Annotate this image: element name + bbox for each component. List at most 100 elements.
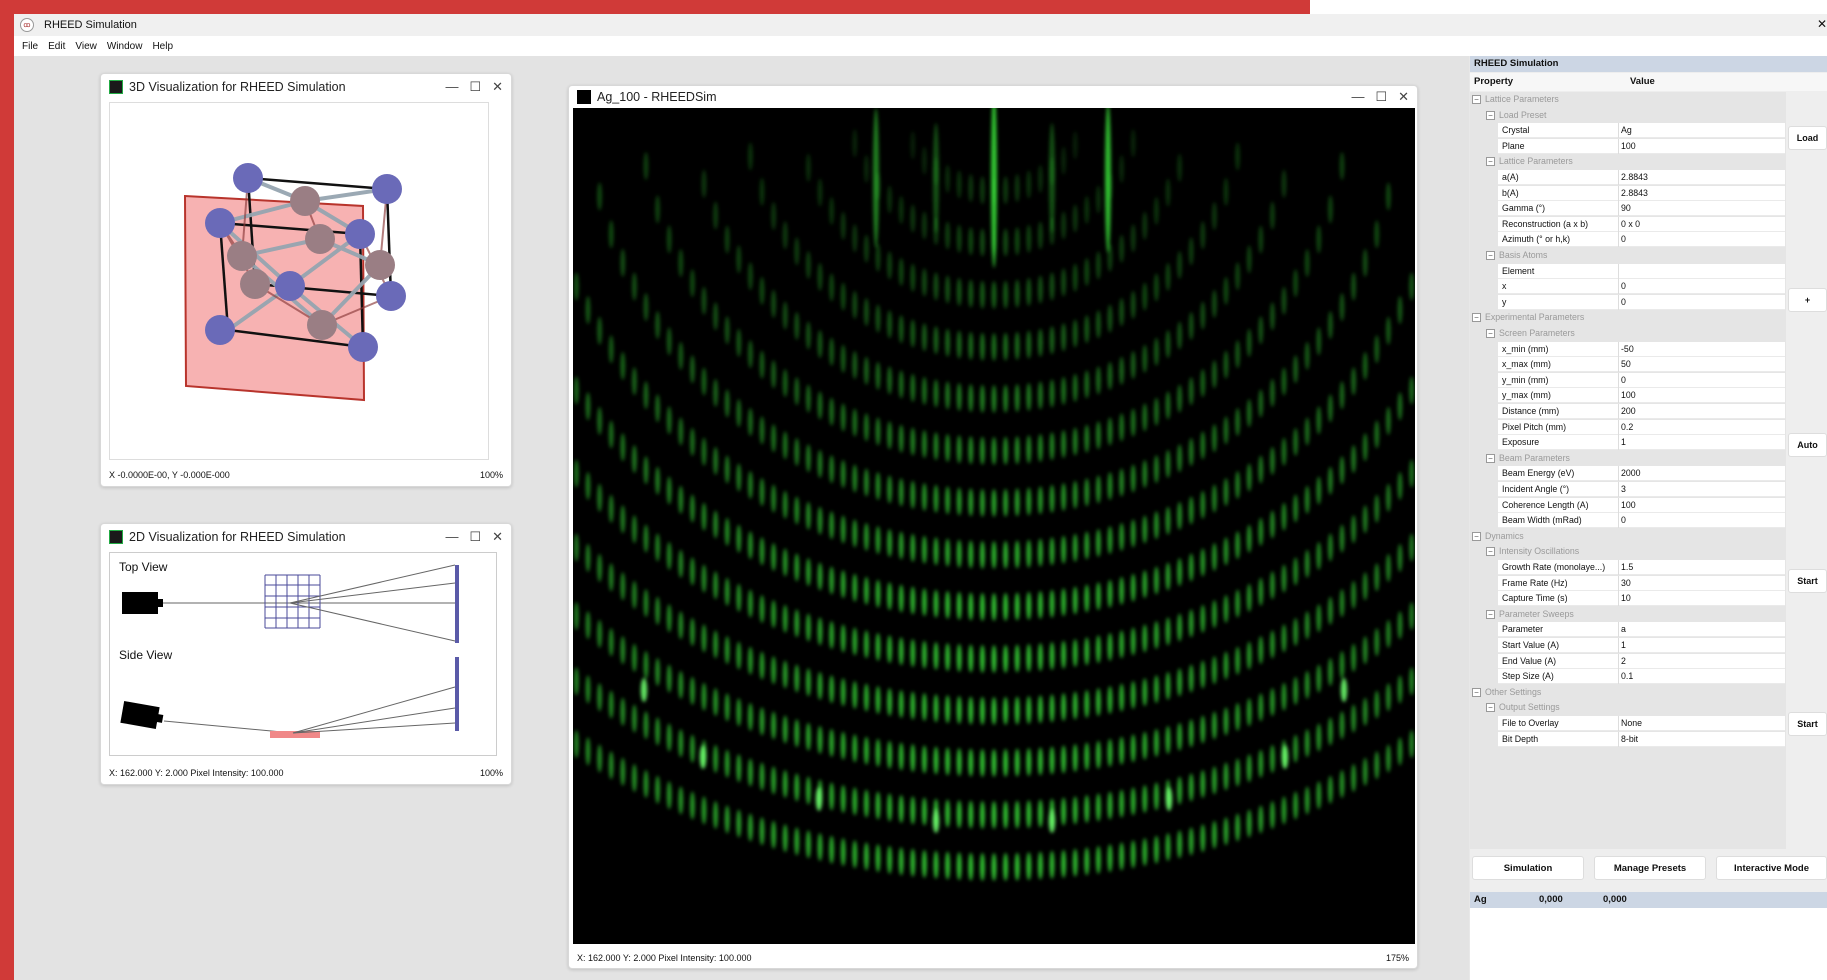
- minimize-icon[interactable]: —: [1351, 89, 1365, 104]
- category-header[interactable]: − Dynamics: [1470, 529, 1786, 544]
- property-value[interactable]: 0 x 0: [1621, 219, 1641, 229]
- property-row[interactable]: Step Size (A) 0.1: [1498, 669, 1785, 684]
- start-oscillations-button[interactable]: Start: [1788, 569, 1827, 593]
- subcategory-header[interactable]: − Basis Atoms: [1470, 248, 1786, 263]
- crystal-3d-view[interactable]: [109, 102, 489, 460]
- property-row[interactable]: Element: [1498, 264, 1785, 279]
- menu-help[interactable]: Help: [152, 40, 174, 52]
- rheed-pattern-canvas[interactable]: [573, 108, 1415, 944]
- property-value[interactable]: 30: [1621, 578, 1631, 588]
- collapse-icon[interactable]: −: [1486, 111, 1495, 120]
- property-row[interactable]: Capture Time (s) 10: [1498, 591, 1785, 606]
- close-icon[interactable]: ✕: [492, 529, 503, 544]
- property-row[interactable]: Crystal Ag: [1498, 123, 1785, 138]
- collapse-icon[interactable]: −: [1472, 95, 1481, 104]
- property-row[interactable]: y_max (mm) 100: [1498, 388, 1785, 403]
- maximize-icon[interactable]: ☐: [469, 529, 482, 544]
- property-row[interactable]: Gamma (°) 90: [1498, 201, 1785, 216]
- property-value[interactable]: 0: [1621, 515, 1626, 525]
- subcategory-header[interactable]: − Load Preset: [1470, 108, 1786, 123]
- menu-edit[interactable]: Edit: [48, 40, 66, 52]
- property-value[interactable]: 2000: [1621, 468, 1641, 478]
- tab-manage-presets[interactable]: Manage Presets: [1594, 856, 1706, 880]
- window-3d-titlebar[interactable]: 3D Visualization for RHEED Simulation — …: [101, 74, 511, 100]
- property-value[interactable]: Ag: [1621, 125, 1632, 135]
- property-row[interactable]: File to Overlay None: [1498, 716, 1785, 731]
- property-row[interactable]: Azimuth (° or h,k) 0: [1498, 232, 1785, 247]
- subcategory-header[interactable]: − Screen Parameters: [1470, 326, 1786, 341]
- collapse-icon[interactable]: −: [1472, 688, 1481, 697]
- property-value[interactable]: 0.1: [1621, 671, 1634, 681]
- property-value[interactable]: a: [1621, 624, 1626, 634]
- property-value[interactable]: 0: [1621, 281, 1626, 291]
- collapse-icon[interactable]: −: [1486, 610, 1495, 619]
- property-value[interactable]: 100: [1621, 141, 1636, 151]
- property-value[interactable]: 100: [1621, 390, 1636, 400]
- collapse-icon[interactable]: −: [1486, 329, 1495, 338]
- tab-interactive-mode[interactable]: Interactive Mode: [1716, 856, 1827, 880]
- property-row[interactable]: Beam Energy (eV) 2000: [1498, 466, 1785, 481]
- property-row[interactable]: Parameter a: [1498, 622, 1785, 637]
- property-value[interactable]: None: [1621, 718, 1643, 728]
- property-row[interactable]: x_max (mm) 50: [1498, 357, 1785, 372]
- property-value[interactable]: 1: [1621, 640, 1626, 650]
- start-sweep-button[interactable]: Start: [1788, 712, 1827, 736]
- collapse-icon[interactable]: −: [1486, 454, 1495, 463]
- window-rheed-titlebar[interactable]: Ag_100 - RHEEDSim — ☐ ✕: [569, 86, 1417, 108]
- property-row[interactable]: a(A) 2.8843: [1498, 170, 1785, 185]
- collapse-icon[interactable]: −: [1486, 703, 1495, 712]
- tab-simulation[interactable]: Simulation: [1472, 856, 1584, 880]
- property-value[interactable]: 0.2: [1621, 422, 1634, 432]
- property-row[interactable]: End Value (A) 2: [1498, 654, 1785, 669]
- property-value[interactable]: 2.8843: [1621, 172, 1648, 182]
- menu-file[interactable]: File: [22, 40, 39, 52]
- collapse-icon[interactable]: −: [1472, 532, 1481, 541]
- property-row[interactable]: Start Value (A) 1: [1498, 638, 1785, 653]
- property-row[interactable]: x_min (mm) -50: [1498, 342, 1785, 357]
- property-row[interactable]: y_min (mm) 0: [1498, 373, 1785, 388]
- property-value[interactable]: 90: [1621, 203, 1631, 213]
- property-row[interactable]: b(A) 2.8843: [1498, 186, 1785, 201]
- property-row[interactable]: Distance (mm) 200: [1498, 404, 1785, 419]
- property-value[interactable]: 100: [1621, 500, 1636, 510]
- category-header[interactable]: − Lattice Parameters: [1470, 92, 1786, 107]
- property-value[interactable]: 0: [1621, 234, 1626, 244]
- property-value[interactable]: -50: [1621, 344, 1634, 354]
- property-row[interactable]: Frame Rate (Hz) 30: [1498, 576, 1785, 591]
- property-row[interactable]: Coherence Length (A) 100: [1498, 498, 1785, 513]
- close-icon[interactable]: ✕: [1398, 89, 1409, 104]
- collapse-icon[interactable]: −: [1472, 313, 1481, 322]
- property-row[interactable]: Plane 100: [1498, 139, 1785, 154]
- subcategory-header[interactable]: − Output Settings: [1470, 700, 1786, 715]
- property-value[interactable]: 0: [1621, 297, 1626, 307]
- property-row[interactable]: Incident Angle (°) 3: [1498, 482, 1785, 497]
- property-row[interactable]: Growth Rate (monolaye...) 1.5: [1498, 560, 1785, 575]
- collapse-icon[interactable]: −: [1486, 157, 1495, 166]
- property-value[interactable]: 3: [1621, 484, 1626, 494]
- menu-window[interactable]: Window: [106, 40, 143, 52]
- subcategory-header[interactable]: − Intensity Oscillations: [1470, 544, 1786, 559]
- subcategory-header[interactable]: − Lattice Parameters: [1470, 154, 1786, 169]
- minimize-icon[interactable]: —: [445, 79, 459, 94]
- property-value[interactable]: 2: [1621, 656, 1626, 666]
- window-2d-titlebar[interactable]: 2D Visualization for RHEED Simulation — …: [101, 524, 511, 550]
- property-row[interactable]: Exposure 1: [1498, 435, 1785, 450]
- maximize-icon[interactable]: ☐: [1375, 89, 1388, 104]
- auto-button[interactable]: Auto: [1788, 433, 1827, 457]
- load-button[interactable]: Load: [1788, 126, 1827, 150]
- property-value[interactable]: 1.5: [1621, 562, 1634, 572]
- collapse-icon[interactable]: −: [1486, 547, 1495, 556]
- minimize-icon[interactable]: —: [445, 529, 459, 544]
- close-icon[interactable]: ✕: [492, 79, 503, 94]
- property-value[interactable]: 10: [1621, 593, 1631, 603]
- property-row[interactable]: Beam Width (mRad) 0: [1498, 513, 1785, 528]
- property-value[interactable]: 50: [1621, 359, 1631, 369]
- subcategory-header[interactable]: − Beam Parameters: [1470, 451, 1786, 466]
- property-value[interactable]: 200: [1621, 406, 1636, 416]
- property-row[interactable]: Reconstruction (a x b) 0 x 0: [1498, 217, 1785, 232]
- property-row[interactable]: Pixel Pitch (mm) 0.2: [1498, 420, 1785, 435]
- property-value[interactable]: 1: [1621, 437, 1626, 447]
- category-header[interactable]: − Experimental Parameters: [1470, 310, 1786, 325]
